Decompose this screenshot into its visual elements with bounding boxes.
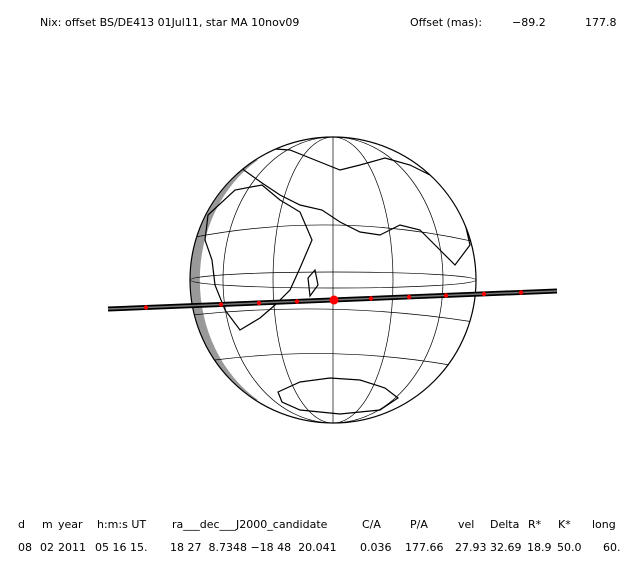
column-header: K*: [558, 518, 571, 531]
africa: [204, 184, 313, 331]
column-header: ra___dec___J2000_candidate: [172, 518, 328, 531]
cell: 05 16 15.: [95, 541, 147, 554]
cell: 177.66: [405, 541, 444, 554]
antarctica: [277, 377, 400, 415]
column-header: C/A: [362, 518, 381, 531]
shadow-path: [107, 288, 558, 312]
offset-y: 177.8: [585, 16, 617, 29]
cell: 2011: [58, 541, 86, 554]
column-header: vel: [458, 518, 474, 531]
cell: 27.93: [455, 541, 487, 554]
column-header: P/A: [410, 518, 428, 531]
cell: 08: [18, 541, 32, 554]
cell: 32.69: [490, 541, 522, 554]
offset-label: Offset (mas):: [410, 16, 482, 29]
offset-x: −89.2: [512, 16, 546, 29]
result-table: d m year h:m:s UT ra___dec___J2000_candidate…: [18, 518, 621, 554]
closest-approach: [329, 295, 339, 305]
time-marks: [143, 290, 524, 310]
eurasia: [228, 147, 471, 266]
column-header: d: [18, 518, 25, 531]
cell: 02: [40, 541, 54, 554]
column-header: R*: [528, 518, 542, 531]
cell: 18.9: [527, 541, 552, 554]
cell: 60.: [603, 541, 621, 554]
graticule: [190, 137, 476, 423]
column-header: m: [42, 518, 53, 531]
column-header: Delta: [490, 518, 519, 531]
column-header: h:m:s UT: [97, 518, 146, 531]
title: Nix: offset BS/DE413 01Jul11, star MA 10…: [40, 16, 299, 29]
cell: 18 27 8.7348 −18 48 20.041: [170, 541, 337, 554]
globe-outline: [189, 136, 477, 424]
madagascar: [307, 268, 319, 298]
column-header: year: [58, 518, 83, 531]
cell: 50.0: [557, 541, 582, 554]
column-header: long: [592, 518, 616, 531]
cell: 0.036: [360, 541, 392, 554]
